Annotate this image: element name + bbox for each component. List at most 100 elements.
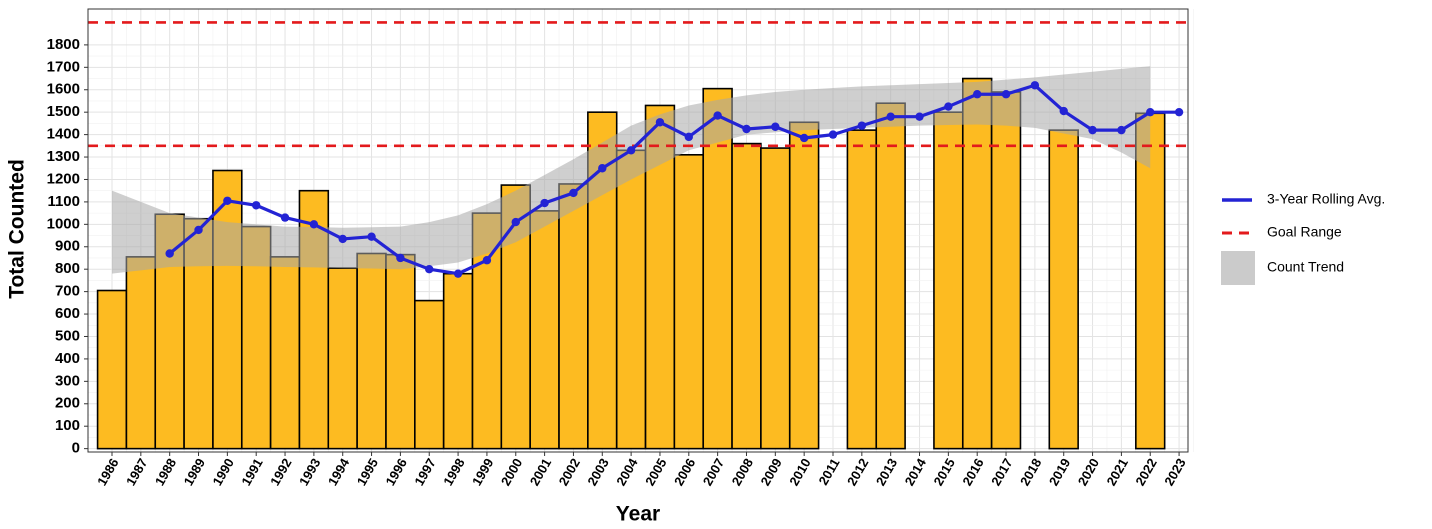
rolling-point <box>1117 125 1126 135</box>
rolling-point <box>338 234 347 244</box>
rolling-point <box>655 118 665 127</box>
x-tick-label: 2020 <box>1075 456 1102 489</box>
bar <box>933 111 964 450</box>
rolling-point <box>771 122 780 131</box>
rolling-point <box>1088 125 1097 135</box>
rolling-point <box>713 111 722 120</box>
x-tick-label: 1994 <box>325 455 353 488</box>
rolling-point <box>1174 107 1184 117</box>
x-axis-title: Year <box>616 503 660 526</box>
rolling-point <box>915 112 924 121</box>
bar <box>414 299 445 450</box>
x-tick-label: 2022 <box>1132 456 1159 489</box>
rolling-point <box>482 256 492 265</box>
x-tick-label: 2005 <box>642 456 669 489</box>
rolling-point <box>598 164 607 173</box>
x-tick-label: 2011 <box>815 456 842 488</box>
y-tick-label: 700 <box>55 283 80 300</box>
rolling-point <box>540 198 549 208</box>
x-tick-label: 2015 <box>930 456 957 489</box>
bar <box>788 121 820 450</box>
rolling-point <box>1146 107 1155 117</box>
x-tick-label: 1991 <box>238 456 265 489</box>
y-tick-label: 500 <box>55 327 80 344</box>
bar <box>558 183 589 450</box>
bar <box>846 129 878 450</box>
x-tick-label: 2009 <box>757 456 784 489</box>
x-tick-label: 1986 <box>94 456 121 489</box>
bar <box>442 272 474 450</box>
rolling-point <box>684 132 693 142</box>
bar <box>385 253 416 450</box>
bar <box>125 256 157 450</box>
x-tick-label: 2021 <box>1104 456 1131 489</box>
bar <box>327 267 358 450</box>
rolling-point <box>799 133 809 143</box>
x-tick-label: 2002 <box>556 456 583 489</box>
x-tick-label: 2013 <box>873 456 900 489</box>
x-tick-label: 1989 <box>181 456 208 489</box>
y-tick-label: 1300 <box>47 148 80 165</box>
rolling-point <box>626 146 636 155</box>
y-tick-label: 800 <box>55 260 80 277</box>
y-tick-label: 1400 <box>47 126 80 143</box>
rolling-point <box>886 112 895 121</box>
x-tick-label: 1997 <box>411 456 438 489</box>
rolling-point <box>309 220 319 229</box>
y-tick-label: 600 <box>55 305 80 322</box>
x-tick-label: 1999 <box>469 456 496 489</box>
bar <box>96 289 128 450</box>
rolling-point <box>425 264 434 274</box>
bar <box>212 169 243 450</box>
x-tick-label: 2014 <box>902 455 930 488</box>
bar <box>1135 112 1166 450</box>
bar <box>615 149 647 450</box>
bar <box>760 147 791 450</box>
rolling-line <box>168 83 1180 276</box>
rolling-point <box>252 201 261 210</box>
x-tick-label: 1990 <box>209 456 236 489</box>
bar <box>875 102 906 450</box>
rolling-point <box>569 188 578 198</box>
x-tick-label: 2019 <box>1046 456 1073 489</box>
x-tick-label: 2016 <box>959 456 986 489</box>
x-tick-label: 2001 <box>527 456 554 489</box>
rolling-point <box>828 130 838 139</box>
x-tick-label: 2018 <box>1017 456 1044 489</box>
plot-frame <box>87 8 1189 453</box>
rolling-point <box>453 269 463 278</box>
bar <box>731 142 762 450</box>
y-tick-label: 1100 <box>47 193 80 210</box>
x-tick-label: 2010 <box>786 456 813 489</box>
rolling-point <box>857 121 867 130</box>
y-tick-label: 1000 <box>47 215 80 232</box>
y-tick-label: 0 <box>72 440 80 457</box>
x-tick-label: 1987 <box>123 456 150 489</box>
rolling-point <box>396 253 405 263</box>
y-tick-label: 300 <box>55 372 80 389</box>
rolling-point <box>194 225 203 235</box>
rolling-point <box>511 217 520 227</box>
rolling-point <box>280 213 290 222</box>
x-tick-label: 1996 <box>383 456 410 489</box>
rolling-point <box>944 102 953 111</box>
x-tick-label: 2007 <box>700 456 727 489</box>
rolling-point <box>1059 106 1068 116</box>
x-tick-label: 2000 <box>498 456 525 489</box>
rolling-point <box>367 232 376 241</box>
bar <box>269 256 301 450</box>
y-tick-label: 1800 <box>47 36 80 53</box>
x-tick-label: 2012 <box>844 456 871 489</box>
y-tick-label: 400 <box>55 350 80 367</box>
bar <box>529 210 560 450</box>
x-tick-label: 1993 <box>296 456 323 489</box>
rolling-point <box>973 90 982 99</box>
bar <box>356 252 387 450</box>
x-tick-label: 1988 <box>152 456 179 489</box>
y-tick-label: 1500 <box>47 103 80 120</box>
x-tick-label: 2004 <box>613 455 641 488</box>
rolling-point <box>742 124 751 134</box>
x-tick-label: 2008 <box>729 456 756 489</box>
y-axis-title: Total Counted <box>6 159 29 299</box>
